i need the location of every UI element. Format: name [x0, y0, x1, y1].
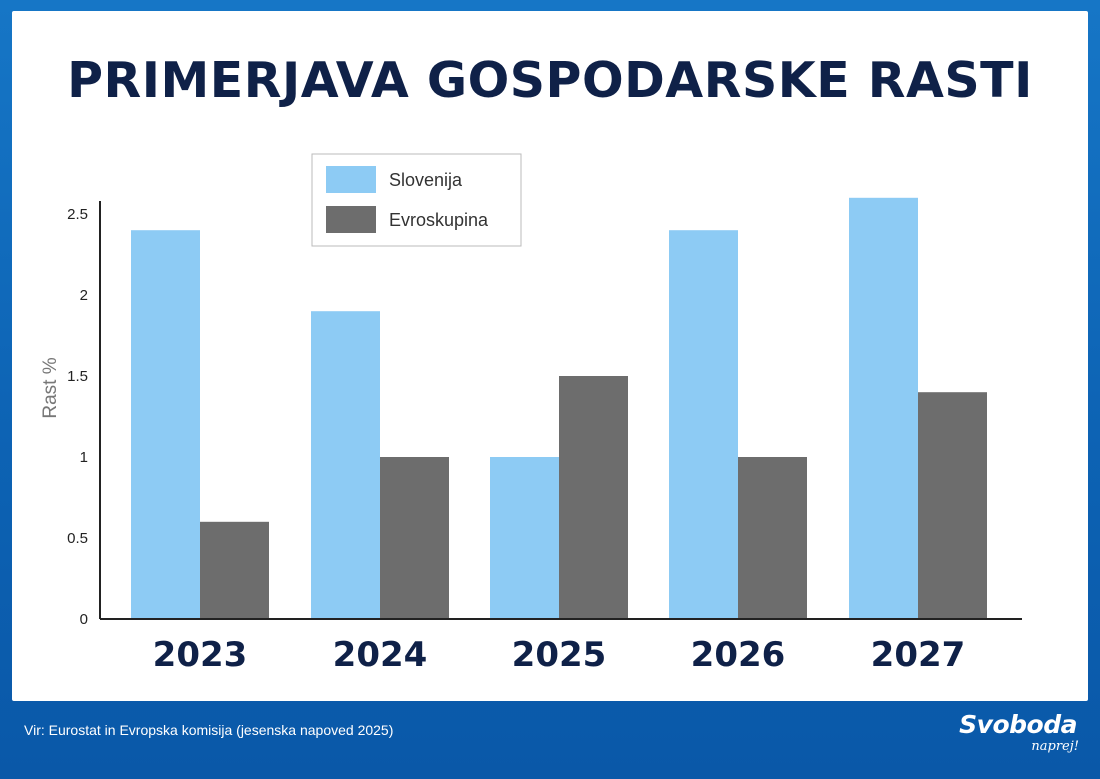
y-tick-label: 0.5: [67, 530, 88, 547]
x-tick-label: 2025: [512, 635, 607, 675]
bar-evroskupina-2025: [559, 376, 628, 619]
bar-evroskupina-2023: [200, 521, 269, 619]
bar-slovenija-2026: [669, 230, 738, 619]
svoboda-logo: Svoboda naprej!: [959, 706, 1085, 768]
x-tick-label: 2027: [871, 635, 966, 675]
logo-sub-text: naprej!: [1031, 739, 1079, 754]
bar-evroskupina-2026: [738, 457, 807, 619]
y-tick-label: 0: [80, 611, 88, 628]
legend-label-slovenija: Slovenija: [389, 170, 463, 190]
legend-label-evroskupina: Evroskupina: [389, 210, 489, 230]
logo-main-text: Svoboda: [959, 710, 1077, 739]
bar-slovenija-2024: [311, 311, 380, 619]
y-tick-label: 1.5: [67, 368, 88, 385]
y-tick-label: 2: [80, 287, 88, 304]
x-tick-label: 2026: [691, 635, 786, 675]
source-note: Vir: Eurostat in Evropska komisija (jese…: [24, 722, 394, 738]
y-tick-label: 2.5: [67, 206, 88, 223]
x-tick-label: 2023: [153, 635, 248, 675]
bar-evroskupina-2027: [918, 392, 987, 619]
page-title: PRIMERJAVA GOSPODARSKE RASTI: [67, 52, 1033, 109]
legend-swatch-slovenija: [326, 166, 376, 193]
bar-slovenija-2027: [849, 197, 918, 620]
bar-evroskupina-2024: [380, 457, 449, 619]
y-axis-label: Rast %: [40, 357, 61, 418]
y-tick-label: 1: [80, 449, 88, 466]
bar-slovenija-2025: [490, 457, 559, 619]
bar-slovenija-2023: [131, 230, 200, 619]
legend-swatch-evroskupina: [326, 206, 376, 233]
x-tick-label: 2024: [333, 635, 428, 675]
